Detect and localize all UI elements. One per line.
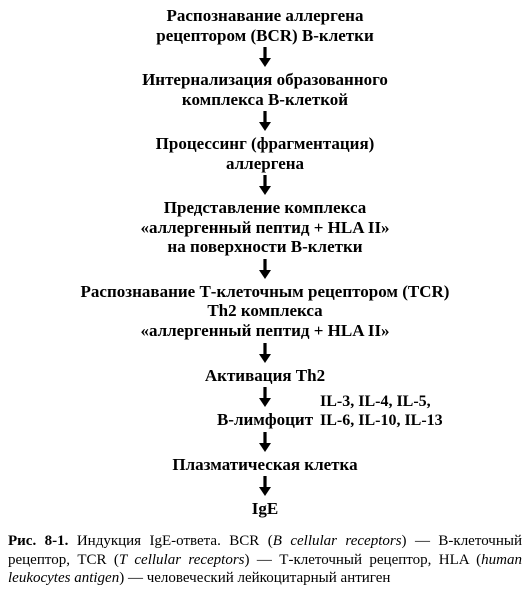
flow-node-5: Активация Th2 bbox=[205, 366, 325, 386]
flow-node-1: Интернализация образованного комплекса В… bbox=[142, 70, 388, 109]
flow-node-8: IgE bbox=[252, 499, 278, 519]
caption-ital-2: T cellular receptors bbox=[119, 552, 245, 568]
flow-node-4: Распознавание Т-клеточным рецептором (TC… bbox=[81, 282, 450, 341]
flow-arrow-2 bbox=[259, 175, 271, 195]
flow-arrow-5 bbox=[259, 387, 271, 407]
flow-arrow-6 bbox=[259, 432, 271, 452]
flow-node-7: Плазматическая клетка bbox=[172, 455, 357, 475]
caption-ital-1: B cellular receptors bbox=[273, 533, 402, 549]
flow-node-0: Распознавание аллергена рецептором (BCR)… bbox=[156, 6, 374, 45]
flow-arrow-0 bbox=[259, 47, 271, 67]
flow-arrow-7 bbox=[259, 476, 271, 496]
flow-node-6: В-лимфоцит bbox=[217, 410, 313, 430]
caption-fig-label: Рис. 8-1. bbox=[8, 533, 68, 549]
caption-text-3: ) — Т-клеточный рецептор, HLA ( bbox=[245, 552, 482, 568]
flow-container: Распознавание аллергена рецептором (BCR)… bbox=[0, 0, 530, 594]
caption-text-1: Индукция IgE-ответа. BCR ( bbox=[68, 533, 272, 549]
interleukins-label: IL-3, IL-4, IL-5, IL-6, IL-10, IL-13 bbox=[320, 392, 443, 430]
flow-arrow-3 bbox=[259, 259, 271, 279]
flow-node-3: Представление комплекса «аллергенный пеп… bbox=[140, 198, 389, 257]
figure-caption: Рис. 8-1. Индукция IgE-ответа. BCR (B ce… bbox=[0, 532, 530, 588]
flow-arrow-4 bbox=[259, 343, 271, 363]
flow-arrow-1 bbox=[259, 111, 271, 131]
caption-text-4: ) — человеческий лейкоцитарный антиген bbox=[119, 570, 390, 586]
flow-node-2: Процессинг (фрагментация) аллергена bbox=[156, 134, 375, 173]
